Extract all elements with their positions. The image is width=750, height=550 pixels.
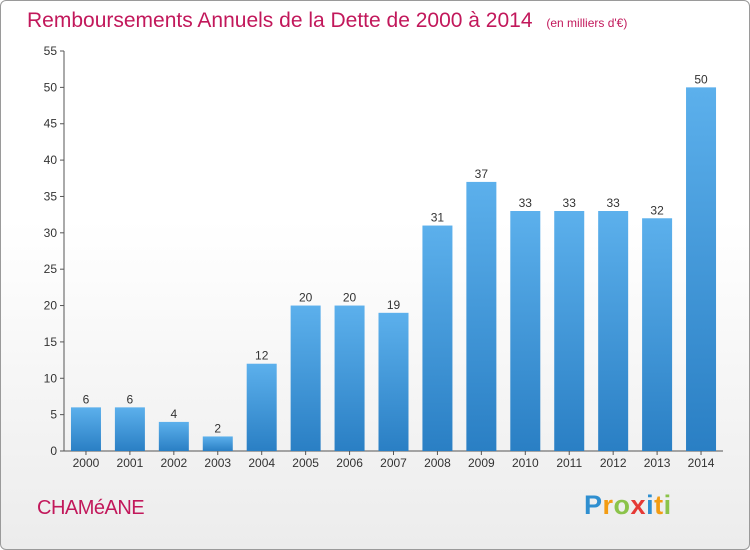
x-tick-label: 2003 bbox=[204, 456, 231, 470]
y-tick-label: 45 bbox=[44, 117, 58, 131]
bar bbox=[158, 421, 189, 451]
brand-letter: t bbox=[654, 490, 664, 520]
x-tick-label: 2000 bbox=[73, 456, 100, 470]
bar-value-label: 50 bbox=[694, 72, 708, 86]
y-tick-label: 20 bbox=[44, 299, 58, 313]
y-tick-label: 0 bbox=[50, 444, 57, 458]
y-tick-label: 40 bbox=[44, 153, 58, 167]
brand-letter: r bbox=[602, 490, 614, 520]
x-tick-label: 2010 bbox=[512, 456, 539, 470]
brand-letter: i bbox=[646, 490, 655, 520]
bar-value-label: 12 bbox=[255, 349, 269, 363]
bar-value-label: 33 bbox=[563, 196, 577, 210]
bar-value-label: 33 bbox=[519, 196, 533, 210]
x-tick-label: 2007 bbox=[380, 456, 407, 470]
bar-value-label: 20 bbox=[299, 291, 313, 305]
bar bbox=[114, 407, 145, 451]
bar-value-label: 20 bbox=[343, 291, 357, 305]
brand-letter: x bbox=[630, 490, 647, 520]
y-tick-label: 25 bbox=[44, 262, 58, 276]
bar bbox=[378, 312, 409, 451]
x-tick-label: 2006 bbox=[336, 456, 363, 470]
y-tick-label: 15 bbox=[44, 335, 58, 349]
bar bbox=[246, 363, 277, 451]
chart-title-text: Remboursements Annuels de la Dette de 20… bbox=[27, 9, 533, 32]
y-tick-label: 5 bbox=[50, 408, 57, 422]
bar-value-label: 2 bbox=[214, 421, 221, 435]
y-tick-label: 55 bbox=[44, 44, 58, 58]
bar bbox=[642, 218, 673, 451]
bar-value-label: 19 bbox=[387, 298, 401, 312]
y-tick-label: 30 bbox=[44, 226, 58, 240]
bar bbox=[510, 211, 541, 451]
bar-value-label: 33 bbox=[606, 196, 620, 210]
bar bbox=[290, 305, 321, 451]
bar-value-label: 32 bbox=[650, 203, 664, 217]
bar bbox=[598, 211, 629, 451]
bar bbox=[70, 407, 101, 451]
x-tick-label: 2005 bbox=[292, 456, 319, 470]
y-tick-label: 50 bbox=[44, 80, 58, 94]
x-tick-label: 2002 bbox=[160, 456, 187, 470]
bar-value-label: 31 bbox=[431, 211, 445, 225]
x-tick-label: 2013 bbox=[644, 456, 671, 470]
y-tick-label: 10 bbox=[44, 371, 58, 385]
bar bbox=[686, 87, 717, 451]
bar bbox=[466, 181, 497, 451]
x-tick-label: 2001 bbox=[117, 456, 144, 470]
x-tick-label: 2004 bbox=[248, 456, 275, 470]
brand-letter: i bbox=[663, 490, 672, 520]
bar-value-label: 6 bbox=[127, 392, 134, 406]
bar-value-label: 4 bbox=[170, 407, 177, 421]
y-tick-label: 35 bbox=[44, 189, 58, 203]
bar bbox=[422, 225, 453, 451]
x-tick-label: 2011 bbox=[556, 456, 582, 470]
bar bbox=[554, 211, 585, 451]
bar-value-label: 37 bbox=[475, 167, 489, 181]
x-tick-label: 2008 bbox=[424, 456, 451, 470]
brand-letter: o bbox=[613, 490, 631, 520]
bar-value-label: 6 bbox=[83, 392, 90, 406]
bar bbox=[202, 436, 233, 451]
chart-subtitle: (en milliers d'€) bbox=[546, 16, 628, 30]
bar bbox=[334, 305, 365, 451]
x-tick-label: 2012 bbox=[600, 456, 627, 470]
commune-name: CHAMéANE bbox=[37, 497, 145, 519]
brand-logo: Proxiti bbox=[584, 490, 672, 521]
brand-letter: P bbox=[584, 490, 603, 520]
x-tick-label: 2009 bbox=[468, 456, 495, 470]
chart-title: Remboursements Annuels de la Dette de 20… bbox=[27, 9, 627, 33]
x-tick-label: 2014 bbox=[688, 456, 715, 470]
